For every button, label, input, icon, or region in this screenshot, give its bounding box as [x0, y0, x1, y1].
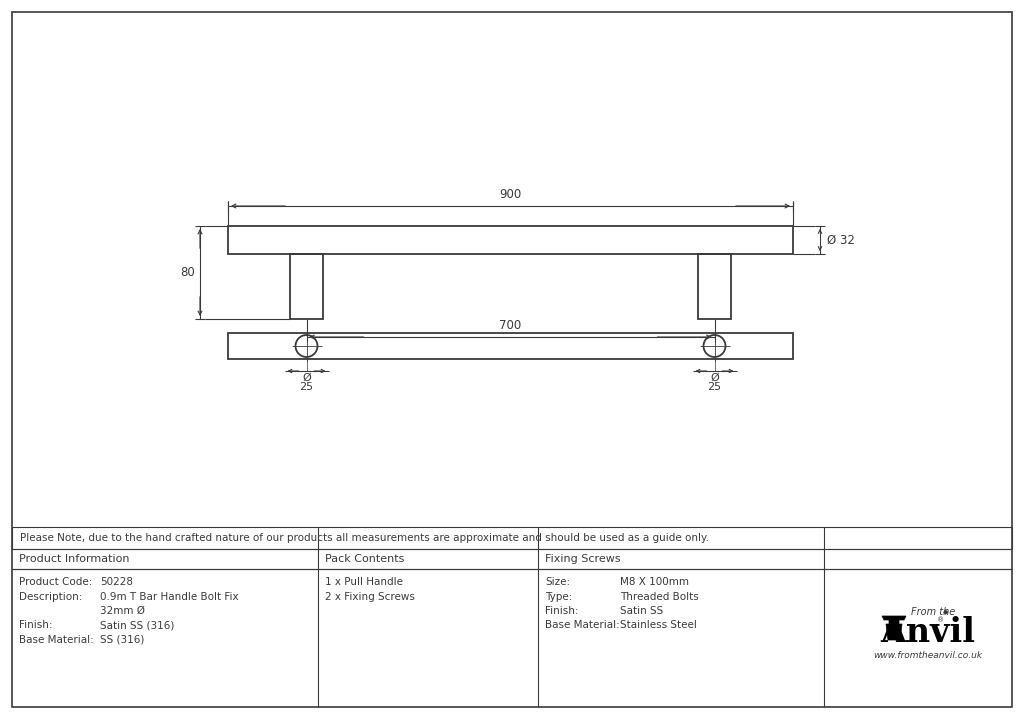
Text: 25: 25 [708, 382, 722, 392]
Text: 2 x Fixing Screws: 2 x Fixing Screws [325, 592, 415, 602]
Text: Ø: Ø [710, 373, 719, 383]
Text: Product Information: Product Information [19, 554, 129, 564]
Text: www.fromtheanvil.co.uk: www.fromtheanvil.co.uk [873, 651, 983, 661]
Text: 1 x Pull Handle: 1 x Pull Handle [325, 577, 403, 587]
Text: Satin SS: Satin SS [620, 606, 664, 616]
Text: Stainless Steel: Stainless Steel [620, 620, 697, 631]
Text: 80: 80 [180, 266, 195, 279]
Text: Threaded Bolts: Threaded Bolts [620, 592, 698, 602]
Bar [290, 254, 323, 319]
Text: From the: From the [911, 607, 955, 617]
Text: 50228: 50228 [100, 577, 133, 587]
Text: Base Material:: Base Material: [19, 635, 94, 645]
Bar [228, 333, 793, 359]
Text: Anvil: Anvil [881, 615, 976, 649]
Text: Finish:: Finish: [545, 606, 579, 616]
Text: ◆: ◆ [943, 609, 948, 615]
Text: Product Code:: Product Code: [19, 577, 92, 587]
Text: Size:: Size: [545, 577, 570, 587]
Text: M8 X 100mm: M8 X 100mm [620, 577, 689, 587]
Text: Ø: Ø [302, 373, 311, 383]
Text: 32mm Ø: 32mm Ø [100, 606, 145, 616]
Text: Please Note, due to the hand crafted nature of our products all measurements are: Please Note, due to the hand crafted nat… [20, 533, 709, 543]
Text: Base Material:: Base Material: [545, 620, 620, 631]
Bar [228, 226, 793, 254]
Text: Description:: Description: [19, 592, 82, 602]
Bar [698, 254, 731, 319]
Polygon shape [886, 624, 902, 640]
Polygon shape [882, 616, 906, 624]
Text: Type:: Type: [545, 592, 572, 602]
Text: SS (316): SS (316) [100, 635, 144, 645]
Text: Satin SS (316): Satin SS (316) [100, 620, 174, 631]
Text: 700: 700 [500, 319, 521, 332]
Text: Pack Contents: Pack Contents [325, 554, 404, 564]
Text: Ø 32: Ø 32 [827, 234, 855, 247]
Text: Fixing Screws: Fixing Screws [545, 554, 621, 564]
Bar [12, 527, 1012, 549]
Text: Finish:: Finish: [19, 620, 52, 631]
Text: 900: 900 [500, 188, 521, 201]
Text: 25: 25 [299, 382, 313, 392]
Text: ®: ® [937, 617, 944, 623]
Text: 0.9m T Bar Handle Bolt Fix: 0.9m T Bar Handle Bolt Fix [100, 592, 239, 602]
